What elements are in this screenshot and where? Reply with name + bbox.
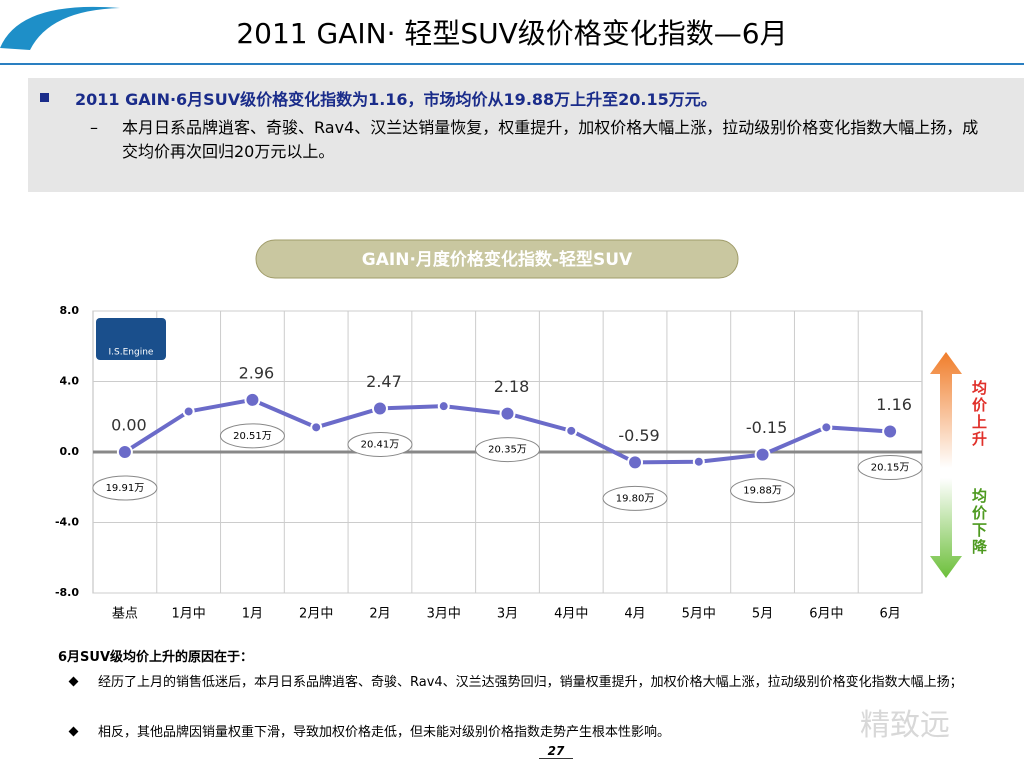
x-tick-label: 3月中	[427, 607, 461, 622]
x-tick-label: 基点	[112, 607, 138, 622]
point	[116, 444, 133, 460]
value-label: 2.47	[366, 372, 402, 391]
point	[627, 454, 644, 471]
point	[371, 400, 388, 417]
x-tick-label: 4月	[624, 607, 645, 622]
point	[182, 405, 195, 418]
y-tick-label: -4.0	[55, 516, 79, 529]
price-label: 19.80万	[616, 493, 655, 504]
detail: 本月日系品牌逍客、奇骏、Rav4、汉兰达销量恢复，权重提升，加权价格大幅上涨，拉…	[122, 118, 979, 161]
down-label: 均价下降	[972, 487, 988, 556]
price-label: 20.35万	[488, 445, 527, 456]
value-label: -0.15	[746, 418, 787, 437]
point	[820, 421, 833, 434]
price-bubble	[475, 437, 540, 463]
x-tick-label: 1月	[242, 607, 263, 622]
value-label: -0.59	[618, 426, 659, 445]
x-tick-label: 2月中	[299, 607, 333, 622]
point	[754, 446, 771, 463]
x-tick-label: 3月	[497, 607, 518, 622]
slide-title: 2011 GAIN· 轻型SUV级价格变化指数—6月	[236, 17, 788, 50]
price-bubble	[857, 455, 923, 481]
value-label: 2.18	[494, 377, 530, 396]
price-bubble	[730, 478, 796, 504]
reason: 经历了上月的销售低迷后，本月日系品牌逍客、奇骏、Rav4、汉兰达强势回归，销量权…	[98, 675, 963, 690]
dash: –	[90, 118, 98, 137]
y-tick-label: 8.0	[60, 304, 80, 317]
summary-box	[28, 78, 1024, 192]
y-tick-label: 0.0	[60, 445, 80, 458]
watermark: 精致远	[860, 708, 950, 743]
price-label: 19.88万	[743, 486, 782, 497]
y-tick-label: -8.0	[55, 586, 79, 599]
page-number: 27	[547, 744, 565, 758]
corner-swoosh	[0, 6, 120, 50]
value-label: 1.16	[876, 395, 912, 414]
chart-title: GAIN·月度价格变化指数-轻型SUV	[362, 249, 633, 270]
price-bubble	[347, 431, 413, 457]
summary: 2011 GAIN·6月SUV级价格变化指数为1.16，市场均价从19.88万上…	[75, 90, 717, 109]
reasons-title: 6月SUV级均价上升的原因在于：	[58, 650, 254, 665]
point	[310, 421, 323, 434]
x-tick-label: 5月中	[682, 607, 716, 622]
value-label: 2.96	[239, 363, 275, 382]
value-label: 0.00	[111, 416, 147, 435]
x-tick-label: 6月中	[809, 607, 843, 622]
point	[565, 424, 578, 437]
point	[882, 423, 899, 440]
up-arrow	[930, 352, 962, 468]
x-tick-label: 5月	[752, 607, 773, 622]
point	[437, 400, 450, 413]
down-arrow	[930, 478, 962, 578]
price-label: 19.91万	[106, 483, 145, 494]
price-bubble	[219, 423, 285, 449]
x-tick-label: 6月	[879, 607, 900, 622]
price-bubble	[602, 485, 668, 511]
bullet-marker	[40, 93, 49, 102]
reason: 相反，其他品牌因销量权重下滑，导致加权价格走低，但未能对级别价格指数走势产生根本…	[98, 725, 671, 740]
y-tick-label: 4.0	[60, 375, 80, 388]
x-tick-label: 1月中	[172, 607, 206, 622]
up-label: 均价上升	[972, 379, 988, 448]
logo-text: I.S.Engine	[109, 348, 154, 358]
point	[692, 455, 705, 468]
page-rule	[539, 758, 573, 759]
point	[244, 391, 261, 408]
price-label: 20.15万	[871, 463, 910, 474]
point	[499, 405, 516, 422]
chart-title-pill	[255, 239, 739, 279]
logo	[96, 318, 166, 360]
price-label: 20.41万	[361, 439, 400, 450]
x-tick-label: 2月	[369, 607, 390, 622]
price-bubble	[92, 475, 158, 501]
x-tick-label: 4月中	[554, 607, 588, 622]
price-label: 20.51万	[233, 431, 272, 442]
